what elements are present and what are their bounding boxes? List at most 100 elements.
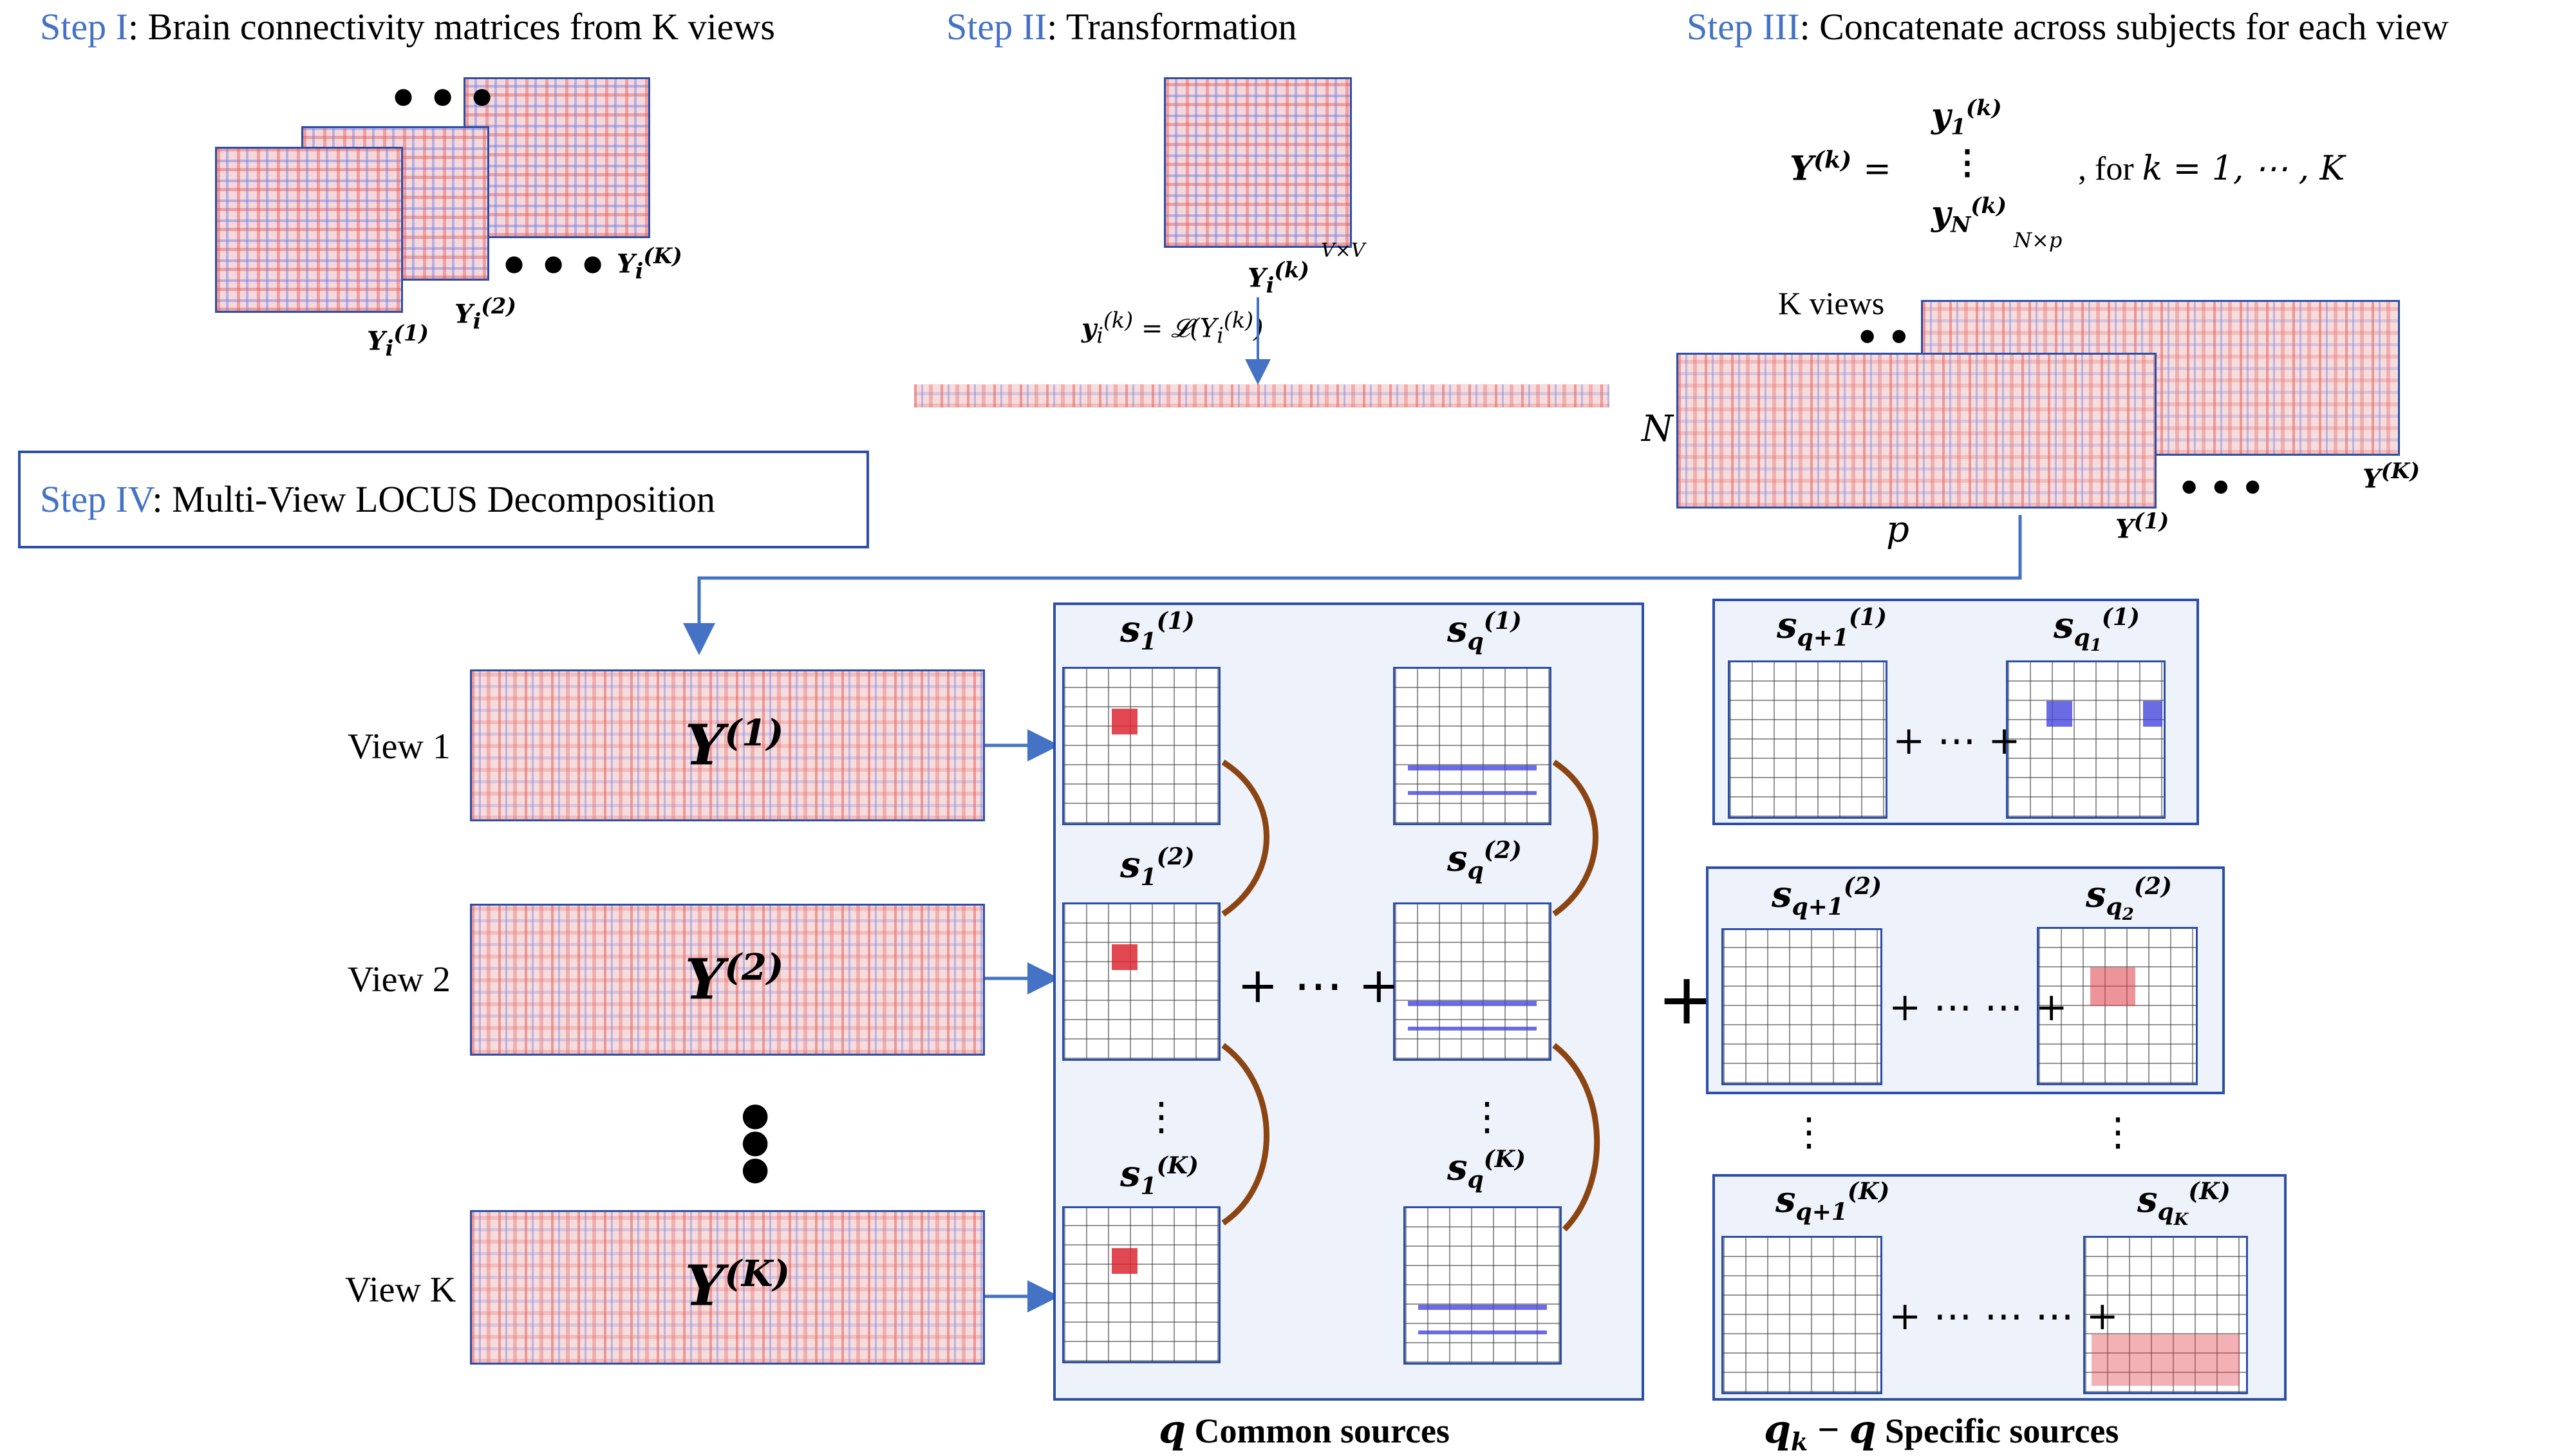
arc-col2-bottom: [1552, 1043, 1600, 1232]
eq-lhs: Y(k) =: [1790, 147, 1891, 189]
viewk-y: Y(K): [685, 1253, 791, 1319]
stack-dots-top: •••: [386, 66, 505, 133]
label-yk-step3: Y(K): [2363, 458, 2420, 494]
connectivity-matrix-k: [464, 77, 650, 238]
label-sq1-1: sq+1(1): [1777, 604, 1887, 651]
hot-block: [2090, 967, 2135, 1006]
view1-y: Y(1): [685, 712, 784, 778]
step3-title: Step III: Concatenate across subjects fo…: [1687, 5, 2449, 48]
transform-matrix: [1164, 77, 1352, 248]
blue-block: [2046, 701, 2072, 727]
specific-source-a-view2: [1721, 928, 1882, 1085]
step2-tag: Step II: [946, 6, 1047, 48]
specific-source-a-view1: [1728, 660, 1887, 819]
step1-text: : Brain connectivity matrices from K vie…: [127, 6, 775, 48]
hot-block: [1112, 709, 1138, 734]
eq-dims: N×p: [2014, 228, 2063, 252]
blue-block: [2143, 701, 2162, 727]
eq-row1: y1(k): [1931, 95, 2002, 140]
spec-vdots-right: ⋮: [2099, 1111, 2137, 1153]
label-sq-2: sq(2): [1447, 837, 1522, 884]
label-p: p: [1886, 509, 1909, 550]
hot-block: [2092, 1334, 2240, 1386]
common-source-1-view1: [1062, 667, 1221, 825]
specific-caption: qk − q Specific sources: [1764, 1407, 2119, 1456]
label-yi1: Yi(1): [367, 321, 429, 361]
connectivity-matrix-1: [215, 147, 403, 313]
common-source-1-view2: [1062, 902, 1221, 1061]
step4-title: Step IV: Multi-View LOCUS Decomposition: [40, 478, 715, 521]
label-yik-step2: Yi(k): [1248, 257, 1309, 298]
common-source-1-viewk: [1062, 1206, 1221, 1363]
label-sq1-2: sq+1(2): [1772, 873, 1882, 920]
view2-matrix: [470, 904, 985, 1056]
specific-source-b-view2: [2037, 927, 2198, 1085]
viewk-label: View K: [345, 1270, 456, 1310]
label-s1-k: s1(K): [1120, 1152, 1199, 1200]
specific-plus-viewk: + ⋯ ⋯ ⋯ +: [1889, 1294, 2119, 1339]
label-s1-2: s1(2): [1120, 843, 1195, 891]
concat-matrix-1: [1676, 353, 2157, 509]
arc-col2-top: [1552, 760, 1598, 917]
common-plus: + ⋯ +: [1237, 957, 1400, 1014]
specific-source-a-viewk: [1721, 1236, 1882, 1394]
label-sq-1: sq(1): [1447, 608, 1522, 655]
step3-tag: Step III: [1687, 6, 1800, 48]
label-yik: Yi(K): [617, 243, 682, 284]
label-sqk2-2: sq2(2): [2086, 873, 2172, 925]
eq-for-range: , for k = 1, ⋯ , K: [2078, 149, 2345, 188]
col1-vdots: ⋮: [1142, 1096, 1181, 1138]
transform-equation: yi(k) = 𝓛(Yi(k)): [1082, 308, 1264, 348]
step4-box: [18, 451, 869, 548]
stack-dots-bottom: •••: [497, 233, 615, 301]
blue-band: [1418, 1305, 1547, 1310]
blue-band: [1408, 791, 1537, 795]
arc-col1-top: [1221, 760, 1269, 917]
label-vxv: V×V: [1321, 239, 1365, 262]
eq-rowN: yN(k): [1931, 193, 2007, 238]
views-dots-right: •••: [2176, 462, 2271, 515]
label-k-views: K views: [1778, 285, 1885, 321]
step1-tag: Step I: [40, 6, 128, 48]
step1-title: Step I: Brain connectivity matrices from…: [40, 5, 775, 48]
label-sq-k: sq(K): [1447, 1146, 1526, 1193]
blue-band: [1418, 1330, 1547, 1334]
specific-source-b-viewk: [2083, 1236, 2248, 1394]
label-sqk1-1: sq1(1): [2054, 604, 2140, 656]
specific-plus-view1: + ⋯ +: [1893, 718, 2021, 763]
vectorized-strip: [914, 384, 1609, 407]
common-source-q-view1: [1393, 667, 1551, 825]
blue-band: [1408, 1001, 1537, 1006]
step3-text: : Concatenate across subjects for each v…: [1799, 6, 2449, 48]
view2-y: Y(2): [685, 946, 784, 1013]
common-caption: q Common sources: [1159, 1407, 1450, 1452]
specific-plus-view2: + ⋯ ⋯ +: [1889, 985, 2068, 1030]
label-s1-1: s1(1): [1120, 608, 1195, 655]
label-yi2: Yi(2): [454, 294, 516, 334]
hot-block: [1112, 944, 1138, 970]
step4-tag: Step IV: [40, 478, 153, 520]
label-y1-step3: Y(1): [2115, 509, 2169, 545]
spec-vdots-left: ⋮: [1790, 1111, 1828, 1153]
step4-text: : Multi-View LOCUS Decomposition: [152, 478, 716, 520]
view2-label: View 2: [348, 960, 451, 1000]
decomp-path-arrow: [683, 515, 2022, 655]
common-source-q-view2: [1393, 902, 1551, 1061]
view1-label: View 1: [348, 727, 451, 767]
hot-block: [1112, 1248, 1138, 1274]
blue-band: [1408, 765, 1537, 770]
label-sqkk-k: sqK(K): [2137, 1178, 2231, 1230]
blue-band: [1408, 1027, 1537, 1031]
eq-vdots: ⋮: [1951, 143, 1984, 182]
view1-matrix: [470, 669, 985, 821]
specific-source-b-view1: [2006, 660, 2166, 819]
viewk-matrix: [470, 1210, 985, 1365]
step2-text: : Transformation: [1047, 6, 1297, 48]
common-source-q-viewk: [1403, 1206, 1562, 1365]
label-n: N: [1642, 408, 1673, 450]
label-sq1-k: sq+1(K): [1775, 1178, 1890, 1226]
arc-col1-bottom: [1221, 1043, 1269, 1226]
step2-title: Step II: Transformation: [946, 5, 1297, 48]
